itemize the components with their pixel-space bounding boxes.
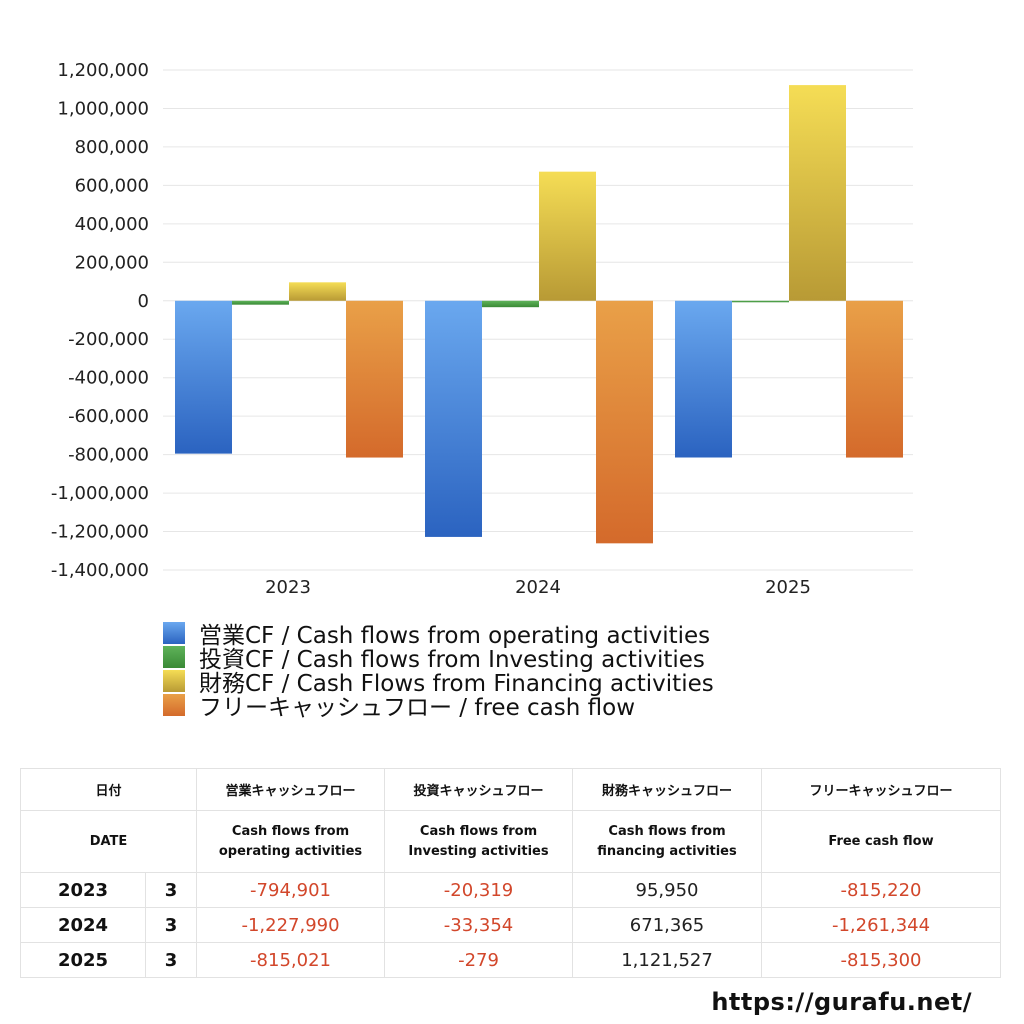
y-tick-label: -1,200,000 — [51, 522, 149, 543]
bar-2024-series-0 — [425, 300, 482, 537]
x-tick-label: 2023 — [265, 577, 311, 598]
y-tick-label: 1,200,000 — [57, 60, 149, 81]
legend-swatch-investing — [163, 646, 185, 668]
header-operating-en: Cash flows from operating activities — [196, 810, 386, 873]
row-operating: -794,901 — [196, 872, 386, 908]
bar-2024-series-3 — [596, 300, 653, 544]
header-financing-en: Cash flows from financing activities — [572, 810, 763, 873]
header-date-en: DATE — [19, 810, 198, 873]
y-tick-label: 0 — [138, 291, 149, 312]
row-investing: -279 — [384, 942, 574, 978]
row-operating: -1,227,990 — [196, 907, 386, 943]
y-tick-label: 200,000 — [75, 252, 149, 273]
legend-swatch-operating — [163, 622, 185, 644]
header-operating-jp: 営業キャッシュフロー — [196, 768, 386, 811]
table-row: 2024 3 -1,227,990 -33,354 671,365 -1,261… — [20, 907, 1002, 943]
row-investing: -20,319 — [384, 872, 574, 908]
row-free: -815,220 — [761, 872, 1002, 908]
row-month: 3 — [145, 872, 198, 908]
legend-label-investing: 投資CF / Cash flows from Investing activit… — [199, 647, 705, 673]
header-free-jp: フリーキャッシュフロー — [761, 768, 1002, 811]
row-operating: -815,021 — [196, 942, 386, 978]
bar-2023-series-2 — [289, 282, 346, 301]
table-row: 2025 3 -815,021 -279 1,121,527 -815,300 — [20, 942, 1002, 978]
cash-flow-bar-chart: 1,200,000 1,000,000 800,000 600,000 400,000 2… — [51, 60, 913, 598]
y-tick-label: 1,000,000 — [57, 98, 149, 119]
bar-2025-series-3 — [846, 300, 903, 458]
legend-label-financing: 財務CF / Cash Flows from Financing activit… — [199, 671, 714, 697]
legend-item-investing: 投資CF / Cash flows from Investing activit… — [163, 645, 714, 673]
y-tick-label: 400,000 — [75, 214, 149, 235]
legend-item-free: フリーキャッシュフロー / free cash flow — [163, 693, 714, 721]
y-tick-label: -600,000 — [68, 406, 149, 427]
legend-swatch-financing — [163, 670, 185, 692]
header-financing-jp: 財務キャッシュフロー — [572, 768, 763, 811]
legend-item-operating: 営業CF / Cash flows from operating activit… — [163, 621, 714, 649]
row-month: 3 — [145, 907, 198, 943]
row-year: 2025 — [20, 942, 146, 978]
chart-legend: 営業CF / Cash flows from operating activit… — [163, 621, 714, 721]
table-header-en: DATE Cash flows from operating activitie… — [19, 810, 1002, 873]
bar-2024-series-1 — [482, 300, 539, 308]
y-tick-label: -200,000 — [68, 329, 149, 350]
y-tick-label: 800,000 — [75, 137, 149, 158]
bar-2024-series-2 — [539, 171, 596, 301]
row-investing: -33,354 — [384, 907, 574, 943]
header-investing-jp: 投資キャッシュフロー — [384, 768, 574, 811]
header-date-jp: 日付 — [19, 768, 198, 811]
row-financing: 1,121,527 — [572, 942, 763, 978]
header-free-en: Free cash flow — [761, 810, 1002, 873]
legend-swatch-free — [163, 694, 185, 716]
row-month: 3 — [145, 942, 198, 978]
y-tick-label: -400,000 — [68, 368, 149, 389]
legend-label-free: フリーキャッシュフロー / free cash flow — [199, 695, 636, 721]
table-header-jp: 日付 営業キャッシュフロー 投資キャッシュフロー 財務キャッシュフロー フリーキ… — [19, 768, 1002, 811]
row-year: 2023 — [20, 872, 146, 908]
y-tick-label: -1,000,000 — [51, 483, 149, 504]
bar-2023-series-0 — [175, 300, 232, 454]
legend-label-operating: 営業CF / Cash flows from operating activit… — [199, 623, 711, 649]
cash-flow-table: 日付 営業キャッシュフロー 投資キャッシュフロー 財務キャッシュフロー フリーキ… — [19, 768, 1002, 978]
bar-2025-series-2 — [789, 85, 846, 301]
y-tick-label: -800,000 — [68, 445, 149, 466]
row-free: -1,261,344 — [761, 907, 1002, 943]
legend-item-financing: 財務CF / Cash Flows from Financing activit… — [163, 669, 714, 697]
x-tick-label: 2025 — [765, 577, 811, 598]
row-free: -815,300 — [761, 942, 1002, 978]
y-tick-label: -1,400,000 — [51, 560, 149, 581]
row-financing: 95,950 — [572, 872, 763, 908]
header-investing-en: Cash flows from Investing activities — [384, 810, 574, 873]
source-url[interactable]: https://gurafu.net/ — [711, 988, 972, 1016]
table-row: 2023 3 -794,901 -20,319 95,950 -815,220 — [20, 872, 1002, 908]
bar-2023-series-1 — [232, 300, 289, 305]
bar-2023-series-3 — [346, 300, 403, 458]
y-tick-label: 600,000 — [75, 175, 149, 196]
bar-2025-series-1 — [732, 300, 789, 303]
row-financing: 671,365 — [572, 907, 763, 943]
x-tick-label: 2024 — [515, 577, 561, 598]
bar-2025-series-0 — [675, 300, 732, 458]
row-year: 2024 — [20, 907, 146, 943]
